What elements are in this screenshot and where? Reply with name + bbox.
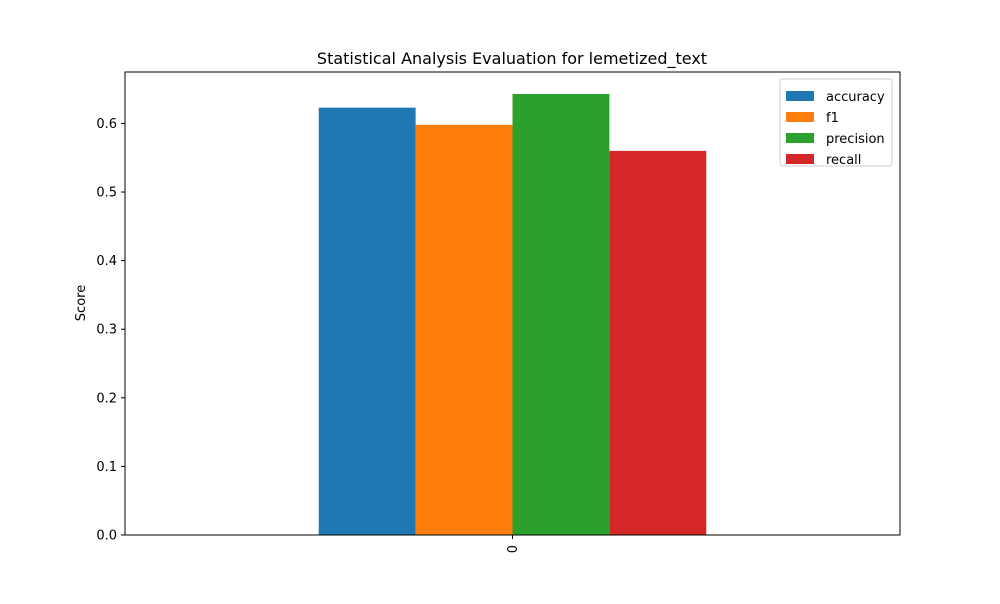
y-axis-label: Score: [74, 285, 89, 321]
y-tick-label: 0.2: [96, 391, 117, 406]
bar-f1: [415, 124, 513, 536]
legend-label-f1: f1: [826, 111, 839, 126]
axes-layer: 0.0 0.1 0.2 0.3 0.4 0.5 0.6 0: [96, 71, 901, 553]
bar-recall: [609, 150, 707, 536]
legend-label-recall: recall: [826, 153, 861, 168]
chart-title: Statistical Analysis Evaluation for leme…: [317, 49, 707, 69]
bar-precision: [512, 93, 610, 535]
y-tick-label: 0.6: [96, 117, 117, 132]
y-tick-label: 0.0: [96, 529, 117, 544]
legend-label-accuracy: accuracy: [826, 90, 885, 105]
legend-swatch-recall: [786, 154, 814, 164]
legend-label-precision: precision: [826, 132, 885, 147]
y-tick-label: 0.5: [96, 186, 117, 201]
x-tick-label: 0: [506, 545, 521, 553]
y-tick-label: 0.3: [96, 323, 117, 338]
legend-swatch-f1: [786, 112, 814, 122]
bar-accuracy: [318, 107, 416, 535]
legend-swatch-accuracy: [786, 91, 814, 101]
legend-swatch-precision: [786, 133, 814, 143]
legend: accuracy f1 precision recall: [779, 78, 893, 168]
bars-layer: [318, 93, 707, 536]
y-tick-label: 0.1: [96, 460, 117, 475]
y-tick-label: 0.4: [96, 254, 117, 269]
